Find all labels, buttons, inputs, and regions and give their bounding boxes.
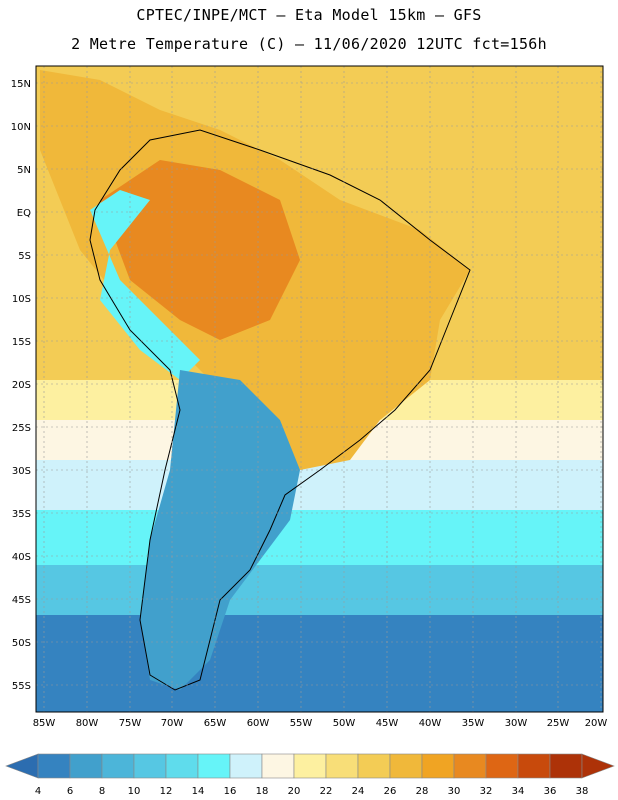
latitude-labels: 15N 10N 5N EQ 5S 10S 15S 20S 25S 30S 35S… (11, 79, 31, 692)
lat-label: 5S (18, 251, 31, 262)
lat-label: 40S (12, 552, 31, 563)
ocean-band-coldest (36, 615, 603, 712)
colorbar-tick-label: 30 (448, 786, 461, 797)
lat-label: 55S (12, 681, 31, 692)
lon-label: 20W (585, 718, 608, 729)
colorbar-tick-label: 10 (128, 786, 141, 797)
colorbar-swatch (389, 753, 423, 779)
colorbar-swatch (101, 753, 135, 779)
colorbar-tick-label: 12 (160, 786, 173, 797)
colorbar-swatch (133, 753, 167, 779)
colorbar-swatch (197, 753, 231, 779)
colorbar-labels: 4 6 8 10 12 14 16 18 20 22 24 26 28 30 32 34 36 38 (35, 786, 589, 797)
lon-label: 35W (462, 718, 485, 729)
temperature-map: 15N 10N 5N EQ 5S 10S 15S 20S 25S 30S 35S… (11, 65, 608, 729)
colorbar-max-arrow (581, 753, 615, 779)
colorbar-tick-label: 4 (35, 786, 41, 797)
lon-label: 30W (505, 718, 528, 729)
colorbar-tick-label: 20 (288, 786, 301, 797)
colorbar-tick-label: 14 (192, 786, 205, 797)
lat-label: 50S (12, 638, 31, 649)
lat-label: 20S (12, 380, 31, 391)
lon-label: 80W (76, 718, 99, 729)
lat-label: 10N (11, 122, 31, 133)
colorbar-tick-label: 32 (480, 786, 493, 797)
colorbar-min-arrow (5, 753, 39, 779)
lon-label: 55W (290, 718, 313, 729)
lon-label: 60W (247, 718, 270, 729)
lat-label: 5N (17, 165, 31, 176)
colorbar-swatch (69, 753, 103, 779)
colorbar-tick-label: 6 (67, 786, 73, 797)
lon-label: 70W (161, 718, 184, 729)
colorbar-tick-label: 16 (224, 786, 237, 797)
colorbar-tick-label: 18 (256, 786, 269, 797)
colorbar-tick-label: 36 (544, 786, 557, 797)
ocean-band-colder (36, 565, 603, 615)
map-frame (35, 65, 604, 713)
colorbar-tick-label: 24 (352, 786, 365, 797)
lon-label: 85W (33, 718, 56, 729)
colorbar-tick-label: 22 (320, 786, 333, 797)
colorbar-swatch (293, 753, 327, 779)
lat-label: 15S (12, 337, 31, 348)
colorbar-swatches (5, 753, 615, 779)
temperature-colorbar: 4 6 8 10 12 14 16 18 20 22 24 26 28 30 32 34 36 38 (5, 753, 615, 797)
lat-label: 35S (12, 509, 31, 520)
longitude-labels: 85W 80W 75W 70W 65W 60W 55W 50W 45W 40W … (33, 718, 608, 729)
colorbar-swatch (261, 753, 295, 779)
lon-label: 75W (119, 718, 142, 729)
south-america-coastline (89, 129, 471, 691)
chart-title-line-2: 2 Metre Temperature (C) – 11/06/2020 12U… (71, 35, 547, 53)
lon-label: 50W (333, 718, 356, 729)
colorbar-swatch (37, 753, 71, 779)
ocean-band-cold (36, 510, 603, 565)
land-hot-region (100, 160, 300, 340)
colorbar-tick-label: 38 (576, 786, 589, 797)
land-andes-cool (90, 190, 200, 380)
colorbar-swatch (453, 753, 487, 779)
colorbar-swatch (485, 753, 519, 779)
colorbar-swatch (421, 753, 455, 779)
colorbar-tick-label: 26 (384, 786, 397, 797)
colorbar-swatch (229, 753, 263, 779)
colorbar-swatch (165, 753, 199, 779)
lat-label: 30S (12, 466, 31, 477)
colorbar-tick-label: 8 (99, 786, 105, 797)
colorbar-tick-label: 28 (416, 786, 429, 797)
land-southern-cone-cold (140, 370, 300, 690)
colorbar-swatch (325, 753, 359, 779)
lat-label: EQ (17, 208, 31, 219)
lat-label: 10S (12, 294, 31, 305)
colorbar-swatch (549, 753, 583, 779)
lon-label: 40W (419, 718, 442, 729)
lat-label: 15N (11, 79, 31, 90)
lat-label: 45S (12, 595, 31, 606)
lon-label: 45W (376, 718, 399, 729)
chart-title-line-1: CPTEC/INPE/MCT – Eta Model 15km – GFS (136, 6, 482, 24)
map-field (36, 66, 603, 712)
lat-label: 25S (12, 423, 31, 434)
lon-label: 25W (547, 718, 570, 729)
lon-label: 65W (204, 718, 227, 729)
colorbar-tick-label: 34 (512, 786, 525, 797)
ocean-band-cool (36, 460, 603, 510)
colorbar-swatch (517, 753, 551, 779)
colorbar-swatch (357, 753, 391, 779)
